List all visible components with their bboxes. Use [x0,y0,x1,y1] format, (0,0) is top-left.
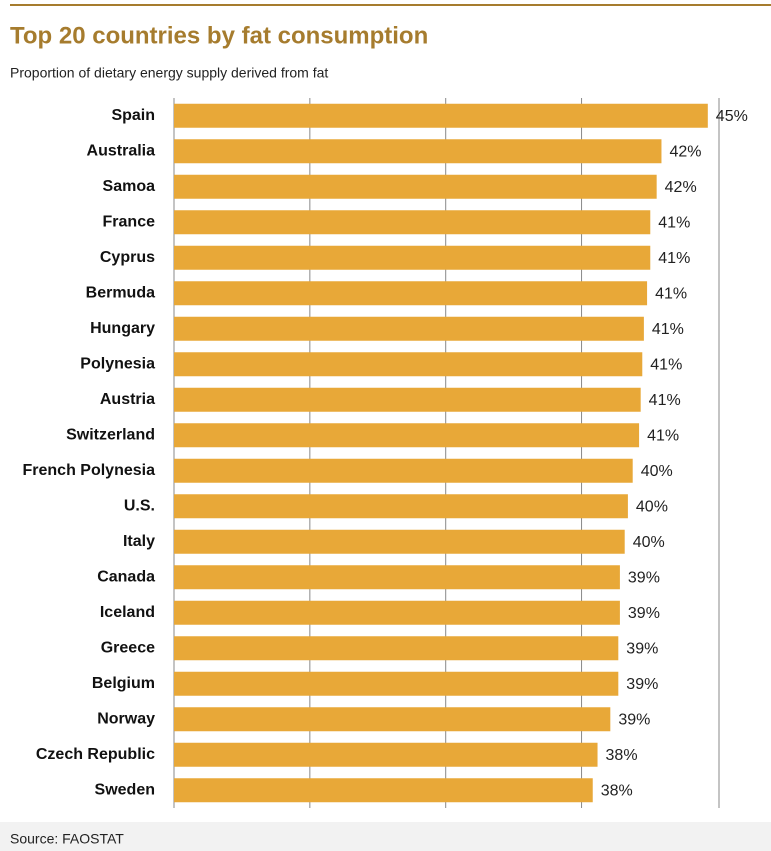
value-label: 39% [626,676,658,693]
value-label: 41% [658,250,690,267]
category-label: Iceland [100,604,155,621]
category-label: Norway [97,710,155,727]
value-label: 41% [658,214,690,231]
value-label: 41% [649,392,681,409]
category-label: Spain [111,107,155,124]
category-label: U.S. [124,497,155,514]
bar [174,636,619,661]
value-label: 42% [669,143,701,160]
bar [174,565,620,590]
category-label: Canada [97,568,155,585]
category-label: Czech Republic [36,746,155,763]
bar [174,245,651,270]
value-label: 45% [716,108,748,125]
bar [174,742,598,767]
value-label: 41% [647,427,679,444]
chart-subtitle: Proportion of dietary energy supply deri… [10,65,328,81]
bar [174,139,662,164]
category-label: Hungary [90,320,155,337]
bar [174,494,628,519]
value-label: 39% [626,640,658,657]
bar [174,671,619,696]
bar [174,458,633,483]
value-label: 40% [633,534,665,551]
bar [174,281,648,306]
bar [174,600,620,625]
category-label: Polynesia [80,355,155,372]
value-label: 38% [606,747,638,764]
bar [174,210,651,235]
category-label: Bermuda [86,284,155,301]
category-label: Belgium [92,675,155,692]
value-label: 39% [628,605,660,622]
value-label: 38% [601,782,633,799]
bar [174,423,640,448]
category-label: Switzerland [66,426,155,443]
footer-band [0,822,771,851]
category-label: Sweden [95,781,155,798]
bar [174,387,641,412]
value-label: 40% [636,498,668,515]
plot-area: Spain 45% Australia 42% Samoa 42% France 41% Cyp… [23,98,748,808]
category-label: Samoa [103,178,156,195]
value-label: 41% [650,356,682,373]
bar [174,352,643,377]
category-label: Australia [87,142,156,159]
value-label: 41% [652,321,684,338]
value-label: 41% [655,285,687,302]
category-label: Austria [100,391,155,408]
bar [174,778,593,803]
category-label: French Polynesia [23,462,156,479]
category-label: France [103,213,156,230]
value-label: 39% [628,569,660,586]
bar [174,316,644,341]
category-label: Greece [101,639,155,656]
source: Source: FAOSTAT [10,831,124,847]
category-label: Italy [123,533,155,550]
bar [174,707,611,732]
bar [174,103,708,128]
value-label: 42% [665,179,697,196]
chart-title: Top 20 countries by fat consumption [10,22,428,49]
value-label: 39% [618,711,650,728]
category-label: Cyprus [100,249,155,266]
bar [174,174,657,199]
bar [174,529,625,554]
value-label: 40% [641,463,673,480]
